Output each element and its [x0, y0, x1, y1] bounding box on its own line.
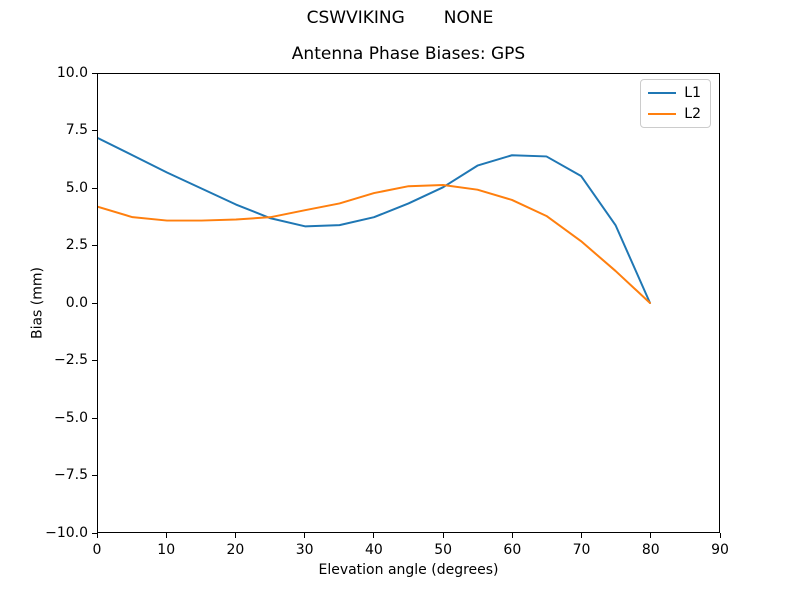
- legend-line-sample: [648, 113, 677, 115]
- y-tick-label: 0.0: [65, 294, 88, 311]
- legend-label: L2: [684, 106, 701, 122]
- y-tick-label: −5.0: [54, 409, 88, 426]
- y-tick-label: −2.5: [54, 352, 88, 368]
- legend-item-l2: L2: [648, 106, 701, 122]
- y-tick-mark: [92, 475, 97, 476]
- series-line-l1: [98, 137, 652, 304]
- legend-label: L1: [684, 85, 701, 101]
- x-tick-label: 40: [364, 542, 383, 558]
- plot-area: L1 L2: [97, 73, 720, 533]
- x-tick-mark: [581, 533, 583, 538]
- figure-suptitle: CSWVIKING NONE: [0, 8, 800, 28]
- series-line-l2: [98, 184, 652, 304]
- x-tick-mark: [373, 533, 375, 538]
- y-tick-label: 5.0: [65, 179, 88, 196]
- y-tick-mark: [92, 72, 97, 74]
- chart-title: Antenna Phase Biases: GPS: [291, 44, 526, 64]
- x-tick-label: 20: [226, 542, 245, 558]
- x-tick-mark: [165, 533, 167, 538]
- y-tick-mark: [92, 130, 97, 131]
- x-tick-label: 60: [503, 542, 522, 558]
- y-tick-mark: [92, 302, 97, 304]
- x-tick-mark: [96, 533, 98, 538]
- x-tick-label: 10: [157, 542, 176, 558]
- legend: L1 L2: [640, 79, 711, 128]
- legend-line-sample: [648, 92, 677, 94]
- legend-item-l1: L1: [648, 85, 701, 101]
- chart-canvas: [98, 137, 652, 304]
- y-tick-mark: [92, 360, 97, 361]
- y-tick-mark: [92, 417, 97, 419]
- y-tick-label: 10.0: [56, 64, 88, 81]
- y-tick-mark: [92, 532, 97, 534]
- y-tick-label: −10.0: [45, 524, 88, 541]
- x-tick-mark: [650, 533, 652, 538]
- x-tick-label: 70: [572, 542, 591, 558]
- x-tick-label: 30: [295, 542, 314, 558]
- y-tick-label: 7.5: [65, 122, 88, 138]
- x-tick-label: 80: [641, 542, 660, 558]
- y-tick-label: 2.5: [65, 237, 88, 253]
- x-tick-mark: [234, 533, 236, 538]
- y-tick-label: −7.5: [54, 467, 88, 483]
- x-tick-label: 90: [711, 542, 729, 558]
- suptitle-station: CSWVIKING: [306, 8, 405, 28]
- x-tick-mark: [511, 533, 513, 538]
- x-tick-label: 50: [434, 542, 453, 558]
- x-tick-mark: [719, 533, 721, 538]
- y-tick-mark: [92, 245, 97, 246]
- x-tick-mark: [304, 533, 306, 538]
- suptitle-mode: NONE: [443, 8, 494, 28]
- y-tick-mark: [92, 187, 97, 189]
- x-tick-label: 0: [92, 542, 102, 558]
- x-tick-mark: [442, 533, 444, 538]
- x-axis-label: Elevation angle (degrees): [318, 562, 499, 578]
